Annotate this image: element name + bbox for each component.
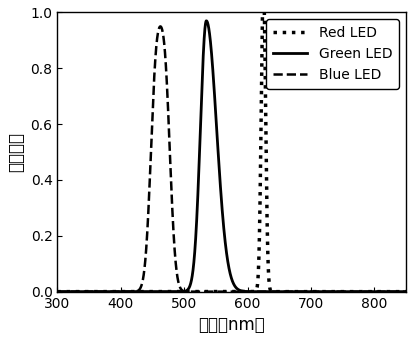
Blue LED [123, 290, 128, 294]
Legend: Red LED, Green LED, Blue LED: Red LED, Green LED, Blue LED [266, 19, 399, 89]
Blue LED [76, 290, 81, 294]
Red LED [69, 290, 74, 294]
Green LED [204, 19, 209, 23]
Red LED [76, 290, 81, 294]
Blue LED [225, 290, 230, 294]
Line: Red LED: Red LED [57, 12, 406, 292]
Red LED [225, 290, 230, 294]
Blue LED [370, 290, 375, 294]
X-axis label: 波长（nm）: 波长（nm） [198, 316, 265, 334]
Line: Blue LED: Blue LED [57, 26, 406, 292]
Green LED [385, 290, 390, 294]
Line: Green LED: Green LED [57, 21, 406, 292]
Green LED [55, 290, 60, 294]
Blue LED [69, 290, 74, 294]
Blue LED [385, 290, 390, 294]
Green LED [76, 290, 81, 294]
Red LED [57, 290, 62, 294]
Y-axis label: 相对强度: 相对强度 [7, 132, 25, 172]
Red LED [123, 290, 128, 294]
Green LED [225, 260, 230, 264]
Blue LED [55, 290, 60, 294]
Green LED [57, 290, 62, 294]
Blue LED [57, 290, 62, 294]
Green LED [69, 290, 74, 294]
Red LED [260, 10, 265, 14]
Blue LED [158, 24, 163, 28]
Red LED [385, 290, 390, 294]
Blue LED [404, 290, 408, 294]
Red LED [404, 290, 408, 294]
Green LED [404, 290, 408, 294]
Green LED [123, 290, 128, 294]
Red LED [55, 290, 60, 294]
